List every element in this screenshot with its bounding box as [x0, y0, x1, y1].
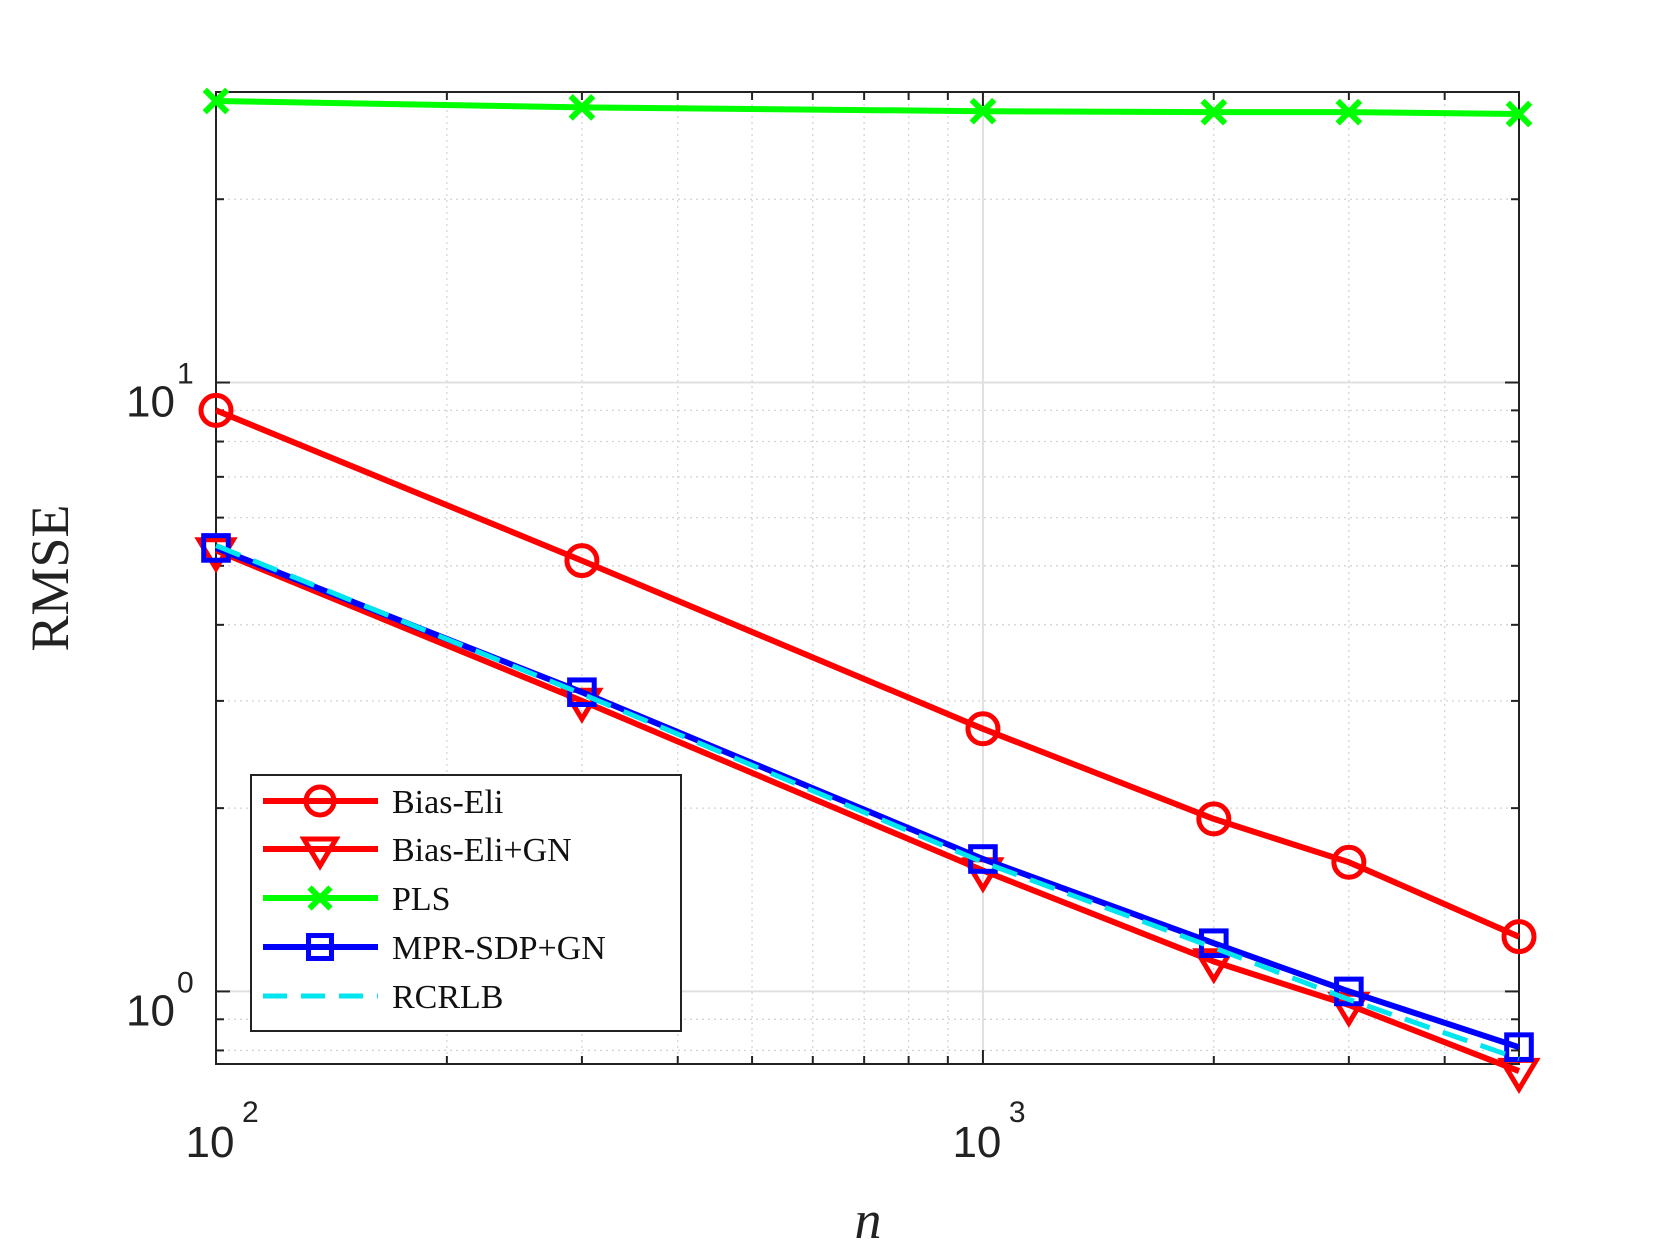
series-line-rcrlb: [215, 543, 1520, 1062]
series-lines: [194, 87, 1541, 1095]
data-point-pls: [1335, 98, 1363, 126]
series-pls: [202, 87, 1533, 128]
plot-area-frame: [215, 91, 1520, 1065]
legend-entry-bias-eli: Bias-Eli: [263, 784, 503, 821]
x-tick-label: 10: [186, 1118, 235, 1167]
legend-entry-bias-eli-gn: Bias-Eli+GN: [263, 832, 572, 871]
x-tick-label: 10: [952, 1118, 1001, 1167]
y-tick-exponent: 1: [177, 358, 194, 391]
legend-entry-pls: PLS: [263, 881, 451, 918]
data-point-pls: [1200, 98, 1228, 126]
legend-marker-bias-eli: [303, 784, 337, 818]
data-point-bias-eli: [1501, 919, 1537, 955]
data-point-bias-eli: [1196, 801, 1232, 837]
legend-label-pls: PLS: [392, 881, 451, 918]
series-rcrlb: [215, 543, 1520, 1062]
series-bias-eli-gn: [194, 537, 1541, 1095]
x-axis-title: n: [855, 1190, 882, 1246]
series-line-bias-eli: [214, 407, 1521, 940]
legend-label-mpr-sdp-gn: MPR-SDP+GN: [392, 930, 606, 967]
data-point-mpr-sdp-gn: [1334, 976, 1364, 1007]
data-point-pls: [202, 87, 230, 115]
data-point-bias-eli: [965, 711, 1001, 747]
legend-label-bias-eli: Bias-Eli: [392, 784, 503, 821]
series-bias-eli: [198, 392, 1537, 955]
legend: Bias-Eli Bias-Eli+GN PLS MPR-SDP+GN RCRLB: [250, 774, 682, 1032]
data-point-bias-eli: [564, 543, 600, 579]
legend-marker-mpr-sdp-gn: [306, 933, 334, 961]
data-point-bias-eli-gn: [1192, 948, 1236, 985]
series-line-pls: [215, 98, 1520, 117]
legend-marker-pls: [307, 885, 333, 911]
data-point-bias-eli: [1331, 844, 1367, 880]
y-tick-label: 10: [126, 378, 175, 427]
legend-marker-bias-eli-gn: [299, 836, 341, 871]
y-tick-exponent: 0: [177, 966, 194, 999]
data-point-pls: [969, 97, 997, 125]
x-tick-exponent: 3: [1009, 1096, 1026, 1129]
data-point-bias-eli: [198, 392, 234, 428]
axis-ticks: [215, 91, 1520, 1064]
data-point-pls: [568, 94, 596, 121]
legend-entry-rcrlb: RCRLB: [263, 979, 503, 1016]
legend-entry-mpr-sdp-gn: MPR-SDP+GN: [263, 930, 606, 967]
x-tick-exponent: 2: [242, 1096, 259, 1129]
series-line-bias-eli-gn: [214, 547, 1521, 1074]
data-point-mpr-sdp-gn: [1504, 1032, 1534, 1062]
y-axis-title: RMSE: [20, 504, 80, 651]
data-point-pls: [1505, 100, 1533, 128]
legend-label-rcrlb: RCRLB: [392, 979, 503, 1016]
y-tick-label: 10: [126, 986, 175, 1035]
legend-label-bias-eli-gn: Bias-Eli+GN: [392, 832, 572, 869]
data-point-mpr-sdp-gn: [567, 677, 597, 708]
